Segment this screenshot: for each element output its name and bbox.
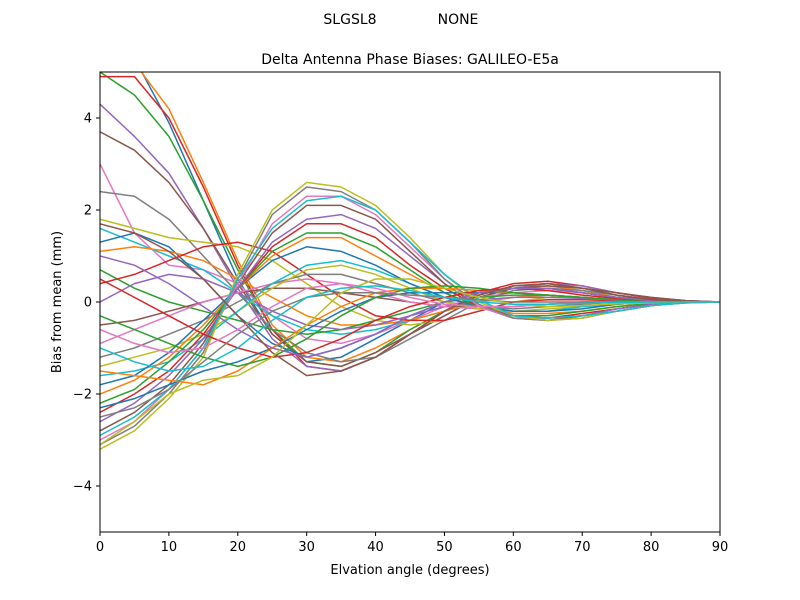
figure-suptitle-radome: NONE (438, 12, 479, 28)
series-line-26 (100, 205, 720, 430)
y-axis-ticks: −4 −2 0 2 4 (73, 112, 100, 495)
series-line-12 (100, 247, 720, 325)
series-line-2 (100, 49, 720, 362)
chart-title: Delta Antenna Phase Biases: GALILEO-E5a (261, 52, 559, 68)
x-tick-label: 80 (643, 540, 660, 555)
x-tick-label: 50 (436, 540, 453, 555)
y-tick-label: −4 (73, 480, 92, 495)
figure-suptitle-station: SLGSL8 (323, 12, 376, 28)
x-tick-label: 90 (712, 540, 729, 555)
y-tick-label: 2 (84, 204, 92, 219)
x-tick-label: 10 (161, 540, 178, 555)
x-tick-label: 60 (505, 540, 522, 555)
y-tick-label: 4 (84, 112, 92, 127)
series-line-39 (100, 279, 720, 445)
x-axis-label: Elvation angle (degrees) (330, 563, 489, 578)
x-tick-label: 20 (230, 540, 247, 555)
x-axis-ticks: 0 10 20 30 40 50 60 70 80 90 (96, 532, 728, 555)
y-axis-label: Bias from mean (mm) (50, 231, 65, 373)
series-line-4 (100, 77, 720, 371)
x-tick-label: 0 (96, 540, 104, 555)
series-line-8 (100, 192, 720, 362)
x-tick-label: 70 (574, 540, 591, 555)
x-tick-label: 40 (367, 540, 384, 555)
y-tick-label: 0 (84, 296, 92, 311)
series-line-27 (100, 196, 720, 440)
series-line-3 (100, 72, 720, 366)
x-tick-label: 30 (298, 540, 315, 555)
series-layer (100, 17, 720, 449)
y-tick-label: −2 (73, 388, 92, 403)
